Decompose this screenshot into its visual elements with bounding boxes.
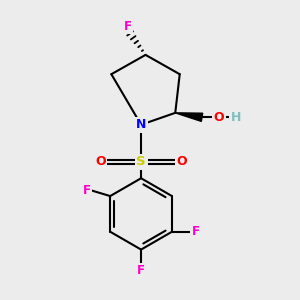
Text: O: O <box>214 111 224 124</box>
Text: O: O <box>95 155 106 168</box>
Text: F: F <box>137 265 145 278</box>
Polygon shape <box>175 113 203 122</box>
Text: H: H <box>231 111 242 124</box>
Text: N: N <box>136 118 146 131</box>
Text: F: F <box>124 20 132 33</box>
Text: S: S <box>136 155 146 168</box>
Text: F: F <box>83 184 91 196</box>
Text: O: O <box>176 155 187 168</box>
Text: F: F <box>192 225 200 238</box>
